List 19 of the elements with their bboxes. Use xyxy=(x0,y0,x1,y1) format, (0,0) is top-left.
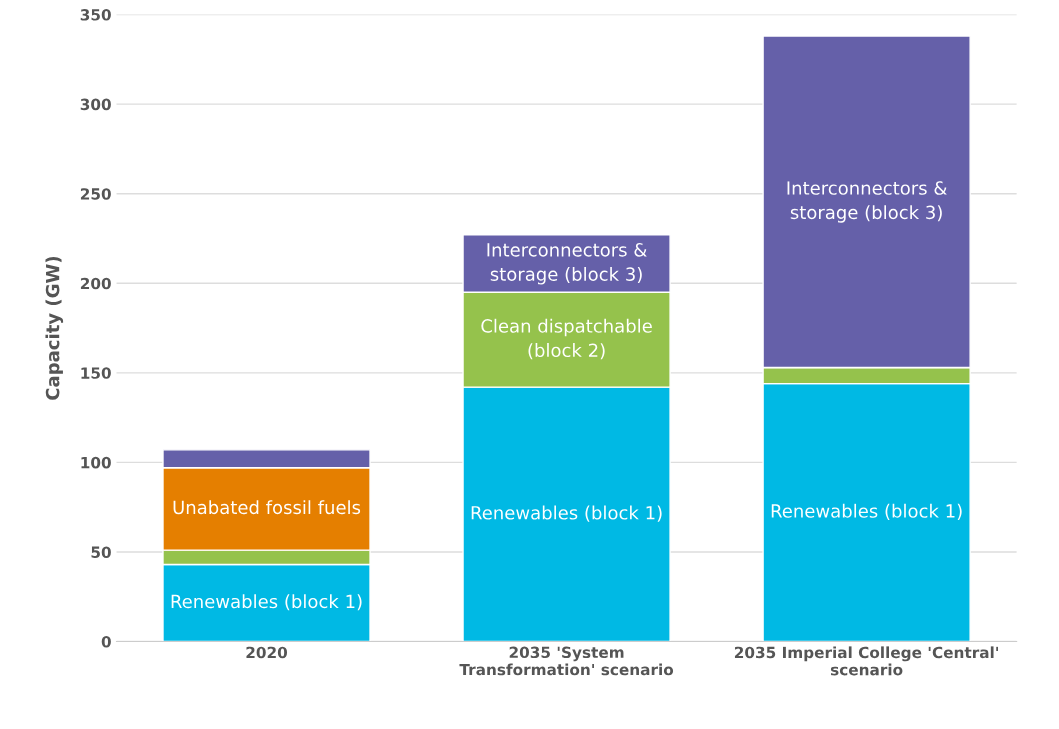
y-tick-label: 300 xyxy=(80,98,111,111)
x-tick-label: 2035 'System Transformation' scenario xyxy=(459,646,674,676)
x-tick-label: 2035 Imperial College 'Central' scenario xyxy=(734,646,999,676)
y-tick-label: 200 xyxy=(80,277,111,290)
text: Interconnectors & storage (block 3) xyxy=(787,181,947,223)
series-label: Interconnectors & storage (block 3) xyxy=(487,242,647,285)
series-label: Clean dispatchable (block 2) xyxy=(481,318,652,360)
series-label: Unabated fossil fuels xyxy=(173,500,361,515)
y-tick-label: 150 xyxy=(81,367,111,379)
y-tick-label: 50 xyxy=(91,546,111,558)
text: Renewables (block 1) xyxy=(771,503,962,520)
y-tick-label: 0 xyxy=(101,635,111,648)
x-tick-label: 2020 xyxy=(246,646,288,659)
y-axis-title: Capacity (GW) xyxy=(45,256,64,400)
series-label: Renewables (block 1) xyxy=(171,594,362,611)
y-tick-label: 350 xyxy=(80,9,111,21)
y-tick-label: 100 xyxy=(81,456,111,469)
y-tick-label: 250 xyxy=(80,188,111,200)
text: Renewables (block 1) xyxy=(471,505,662,522)
